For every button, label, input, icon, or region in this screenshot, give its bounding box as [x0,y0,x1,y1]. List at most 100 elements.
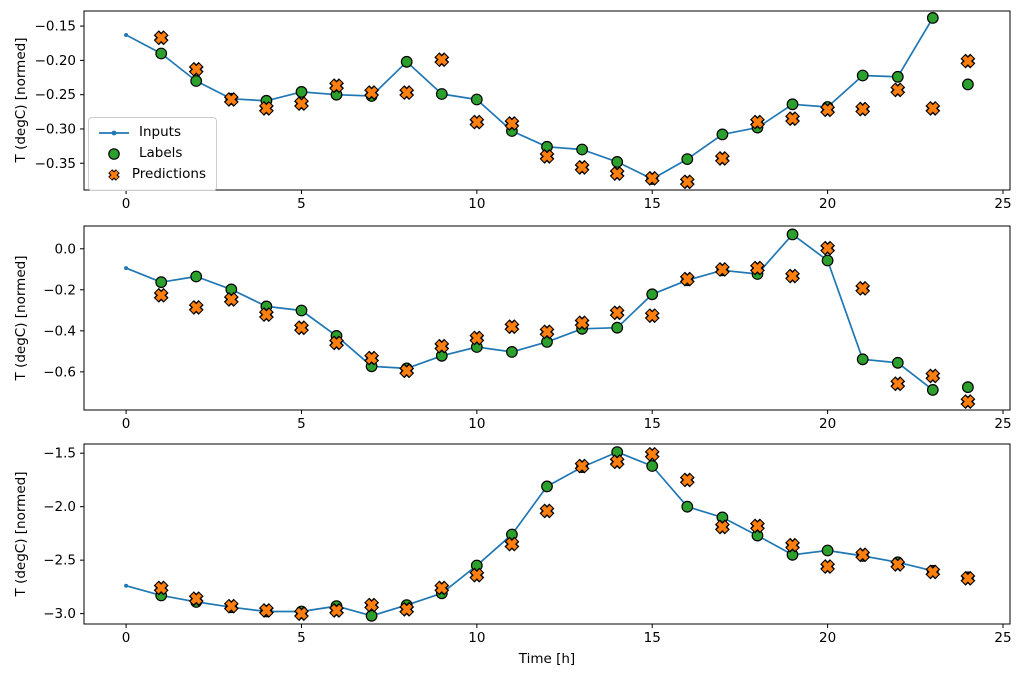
label-marker [576,143,588,156]
prediction-marker [399,85,415,101]
x-marker-stroke [646,172,658,185]
x-tick-label: 10 [468,416,485,432]
y-tick-label: −1.5 [43,446,76,462]
x-marker-stroke [856,103,869,115]
x-marker-stroke [611,456,623,468]
label-marker [295,304,308,317]
x-marker-stroke [821,560,834,573]
y-tick-label: −2.5 [43,553,76,569]
legend-item-predictions: Predictions [97,166,206,184]
x-marker-stroke [927,102,939,115]
prediction-marker [785,537,800,553]
y-tick-label: −0.4 [43,323,76,339]
x-tick-label: 5 [297,416,306,432]
label-marker [891,356,904,369]
subplot-3: −1.5 −2.0 −2.5 −3.0 0 5 10 15 20 25 [43,443,1012,646]
prediction-marker [188,591,204,607]
x-marker-stroke [962,395,974,408]
x-tick-label: 5 [297,196,306,212]
x-marker-stroke [400,603,413,616]
prediction-marker [153,30,169,46]
prediction-marker [258,602,274,618]
inputs-line [125,233,934,391]
legend-label-inputs: Inputs [139,124,181,141]
prediction-marker [820,240,836,256]
x-marker-stroke [330,337,343,349]
x-marker-stroke [436,582,448,594]
x-marker-stroke [155,289,167,302]
x-tick-label: 15 [644,630,661,646]
axes-frame [83,443,1011,625]
x-marker-stroke [962,572,974,585]
x-marker-stroke [260,604,273,617]
x-marker-stroke [751,262,764,274]
prediction-marker [714,151,730,166]
prediction-marker [223,92,239,107]
y-tick-label: −2.0 [43,499,76,515]
prediction-marker [890,82,906,98]
x-marker-stroke [576,161,588,174]
x-marker-stroke [646,448,658,460]
input-point [124,583,129,588]
prediction-marker [785,111,800,127]
axes-frame [83,225,1011,411]
prediction-marker [960,570,976,586]
prediction-marker [855,547,871,563]
prediction-marker [925,100,941,116]
x-tick-label: 5 [297,630,306,646]
predictions-x-icon [108,169,120,181]
prediction-marker [714,519,730,535]
y-tick-label: −0.20 [35,53,76,69]
label-marker [856,353,869,366]
label-marker [646,288,659,301]
label-marker [435,88,448,100]
x-marker-stroke [190,592,202,605]
legend-label-predictions: Predictions [131,166,206,183]
x-marker-stroke [927,370,939,382]
prediction-marker [364,85,380,101]
x-marker-stroke [927,566,939,578]
prediction-marker [644,308,660,324]
prediction-marker [223,598,239,614]
x-marker-stroke [295,607,308,620]
x-marker-stroke [751,116,764,128]
x-marker-stroke [365,599,378,611]
input-point [124,266,129,271]
prediction-marker [539,324,555,340]
label-marker [541,480,553,493]
y-axis-label-subplot-2: T (degC) [normed] [13,255,29,381]
legend-label-labels: Labels [139,145,183,162]
label-marker [681,153,694,166]
x-marker-stroke [541,150,553,163]
prediction-marker [960,394,976,410]
x-marker-stroke [892,84,904,96]
x-marker-stroke [856,549,869,561]
prediction-marker [504,116,520,131]
prediction-marker [609,454,625,470]
y-axis-label-subplot-3: T (degC) [normed] [13,471,29,597]
axes-frame [83,10,1011,191]
prediction-marker [855,101,871,117]
label-marker [856,69,869,82]
legend-item-labels: Labels [97,145,206,163]
label-marker [646,460,659,472]
subplot-1: −0.15 −0.20 −0.25 −0.30 −0.35 0 5 10 15 20 25 [35,10,1012,212]
x-marker-stroke [786,539,799,551]
x-marker-stroke [681,273,694,285]
prediction-marker [574,458,590,474]
prediction-marker [364,597,380,613]
y-tick-label: −0.25 [35,87,76,103]
x-marker-stroke [400,86,413,99]
prediction-marker [644,446,660,462]
prediction-marker [399,601,415,617]
x-tick-label: 25 [994,196,1011,212]
x-marker-stroke [471,116,483,128]
subplot-2: 0.0 −0.2 −0.4 −0.6 0 5 10 15 20 25 [43,225,1012,432]
x-tick-label: 20 [819,416,836,432]
prediction-marker [609,166,625,181]
legend-circle [108,148,120,160]
x-marker-stroke [295,322,308,334]
label-marker [821,544,834,557]
prediction-marker [574,159,590,175]
